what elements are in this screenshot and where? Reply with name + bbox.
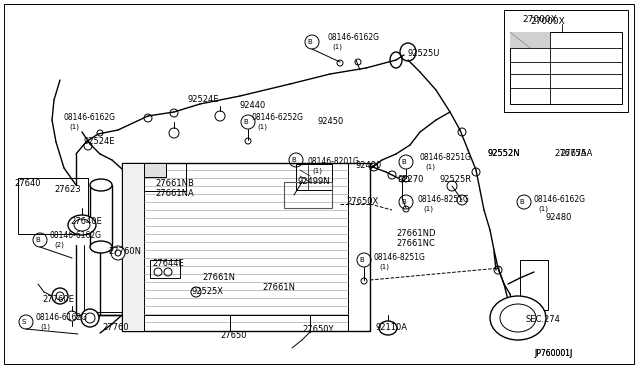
Text: 27661ND: 27661ND <box>396 230 435 238</box>
Text: 92524E: 92524E <box>84 138 115 147</box>
Text: 27661NA: 27661NA <box>155 189 194 198</box>
Circle shape <box>111 246 125 260</box>
Text: 08146-8201G: 08146-8201G <box>307 157 359 167</box>
Text: 08146-6162G: 08146-6162G <box>35 314 87 323</box>
Text: 08146-8251G: 08146-8251G <box>420 154 472 163</box>
Text: 92525X: 92525X <box>192 288 224 296</box>
Text: B: B <box>36 237 40 243</box>
Bar <box>144 163 186 191</box>
Bar <box>18 178 88 234</box>
Text: 92270: 92270 <box>398 176 424 185</box>
Text: (1): (1) <box>69 124 79 130</box>
Text: (1): (1) <box>312 168 322 174</box>
Bar <box>150 260 180 278</box>
Text: 92525U: 92525U <box>408 48 440 58</box>
Text: (1): (1) <box>379 264 389 270</box>
Text: 27644E: 27644E <box>152 259 184 267</box>
Text: B: B <box>292 157 296 163</box>
Text: 27661N: 27661N <box>262 283 295 292</box>
Text: 08146-6162G: 08146-6162G <box>64 113 116 122</box>
Circle shape <box>115 250 121 256</box>
Text: 92525R: 92525R <box>440 176 472 185</box>
Text: 92552N: 92552N <box>488 150 520 158</box>
Text: 92524E: 92524E <box>188 96 220 105</box>
Text: 27661NB: 27661NB <box>155 179 194 187</box>
Text: B: B <box>244 119 248 125</box>
Text: 27661N: 27661N <box>202 273 235 282</box>
Text: B: B <box>520 199 524 205</box>
Ellipse shape <box>90 179 112 191</box>
Text: 27000X: 27000X <box>530 17 564 26</box>
Text: (1): (1) <box>257 124 267 130</box>
Bar <box>144 163 166 177</box>
Text: 27760E: 27760E <box>42 295 74 305</box>
Text: 27760N: 27760N <box>108 247 141 257</box>
Text: 92499N: 92499N <box>298 177 331 186</box>
Text: 27650Y: 27650Y <box>302 326 333 334</box>
Ellipse shape <box>90 241 112 253</box>
Text: B: B <box>360 257 364 263</box>
Text: SEC.274: SEC.274 <box>526 315 561 324</box>
Bar <box>348 163 370 331</box>
Text: 27760: 27760 <box>102 324 129 333</box>
Text: 92480: 92480 <box>546 214 572 222</box>
Circle shape <box>81 309 99 327</box>
Bar <box>122 163 370 331</box>
Text: (1): (1) <box>332 44 342 50</box>
Ellipse shape <box>74 219 90 231</box>
Text: JP760001J: JP760001J <box>534 350 572 359</box>
Text: JP760001J: JP760001J <box>534 350 572 359</box>
Text: (1): (1) <box>40 324 50 330</box>
Bar <box>510 32 622 104</box>
Text: 08146-6162G: 08146-6162G <box>533 196 585 205</box>
Text: 08146-8251G: 08146-8251G <box>418 196 470 205</box>
Text: 27640: 27640 <box>14 179 40 187</box>
Text: 08146-6162G: 08146-6162G <box>49 231 101 241</box>
Text: (1): (1) <box>538 206 548 212</box>
Bar <box>122 163 144 331</box>
Text: (1): (1) <box>423 206 433 212</box>
Ellipse shape <box>68 215 96 235</box>
Text: 27675A: 27675A <box>560 150 593 158</box>
Text: S: S <box>22 319 26 325</box>
Bar <box>284 182 332 208</box>
Bar <box>296 164 332 190</box>
Text: 27623: 27623 <box>54 186 81 195</box>
Text: 08146-6252G: 08146-6252G <box>252 113 304 122</box>
Text: 27650X: 27650X <box>346 198 378 206</box>
Ellipse shape <box>379 321 397 335</box>
Text: (1): (1) <box>425 164 435 170</box>
Bar <box>504 10 628 112</box>
Text: 27640E: 27640E <box>70 217 102 225</box>
Text: 08146-8251G: 08146-8251G <box>374 253 426 263</box>
Text: B: B <box>402 159 406 165</box>
Bar <box>90 185 112 247</box>
Ellipse shape <box>490 296 546 340</box>
Text: 92110A: 92110A <box>376 324 408 333</box>
Text: 27650: 27650 <box>220 331 246 340</box>
Text: 27661NC: 27661NC <box>396 240 435 248</box>
Text: 92450: 92450 <box>318 118 344 126</box>
Text: 08146-6162G: 08146-6162G <box>327 33 379 42</box>
Text: 27675A: 27675A <box>554 150 586 158</box>
Text: 92440: 92440 <box>240 102 266 110</box>
Text: (2): (2) <box>54 242 64 248</box>
Circle shape <box>52 288 68 304</box>
Text: B: B <box>308 39 312 45</box>
Text: 27000X: 27000X <box>522 16 557 25</box>
Ellipse shape <box>500 304 536 332</box>
Text: B: B <box>402 199 406 205</box>
Text: 92490: 92490 <box>356 160 382 170</box>
Bar <box>510 32 550 48</box>
Text: 92552N: 92552N <box>488 150 520 158</box>
Bar <box>144 315 348 331</box>
